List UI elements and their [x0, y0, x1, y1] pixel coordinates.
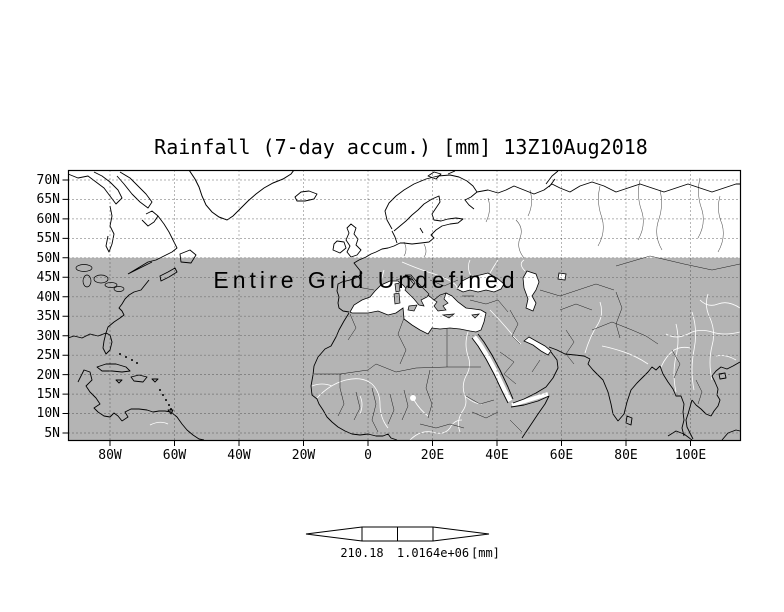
plot-frame — [67, 169, 742, 442]
lat-label: 15N — [37, 387, 60, 402]
lake-chad — [410, 395, 416, 401]
great-lakes — [75, 264, 125, 292]
country-borders — [314, 255, 741, 433]
lat-label: 50N — [37, 251, 60, 266]
gridlines-lat — [68, 179, 741, 434]
sicily — [407, 304, 418, 312]
lat-label: 65N — [37, 192, 60, 207]
lat-label: 55N — [37, 231, 60, 246]
colorbar: 210.18 1.0164e+06 [mm] — [305, 526, 500, 560]
gulf-of-aden — [511, 392, 549, 407]
aral-sea — [557, 272, 567, 281]
caspian-sea — [522, 270, 540, 312]
sardinia — [393, 292, 401, 305]
lon-label: 20E — [421, 448, 444, 463]
lon-label: 20W — [292, 448, 316, 463]
lon-axis: 80W 60W 40W 20W 0 20E 40E 60E 80E 100E — [98, 448, 706, 463]
lon-label: 40E — [485, 448, 508, 463]
lat-label: 5N — [44, 426, 60, 441]
inland-seas — [349, 270, 567, 356]
lon-ticks — [109, 440, 691, 446]
coastlines — [68, 170, 741, 441]
lat-label: 40N — [37, 290, 60, 305]
lat-label: 20N — [37, 368, 60, 383]
chart-title: Rainfall (7-day accum.) [mm] 13Z10Aug201… — [154, 135, 648, 159]
persian-gulf — [523, 336, 552, 356]
lat-label: 10N — [37, 406, 60, 421]
corsica — [394, 282, 401, 293]
red-sea — [472, 335, 513, 403]
colorbar-dividers — [361, 527, 434, 541]
mediterranean-sea — [349, 276, 487, 335]
rivers-south — [149, 259, 741, 441]
lon-label: 80E — [614, 448, 637, 463]
lon-label: 40W — [227, 448, 251, 463]
lon-label: 80W — [98, 448, 122, 463]
lat-label: 25N — [37, 348, 60, 363]
colorbar-tick-label: 1.0164e+06 — [397, 546, 469, 560]
greenland — [188, 170, 295, 221]
lat-label: 70N — [37, 173, 60, 188]
lat-ticks — [62, 179, 69, 434]
map-area: Entire Grid Undefined — [68, 170, 741, 441]
lon-label: 60E — [550, 448, 573, 463]
lat-label: 35N — [37, 309, 60, 324]
mediterranean-lands — [393, 274, 480, 319]
rivers-north — [403, 177, 724, 259]
greece — [433, 292, 449, 312]
lat-label: 45N — [37, 270, 60, 285]
lon-label: 0 — [364, 448, 372, 463]
italy — [404, 274, 430, 307]
lon-label: 60W — [163, 448, 187, 463]
undefined-grid-message: Entire Grid Undefined — [213, 267, 518, 293]
small-islands — [119, 353, 172, 410]
lat-label: 30N — [37, 329, 60, 344]
lat-label: 60N — [37, 212, 60, 227]
colorbar-unit-label: [mm] — [471, 546, 500, 560]
lon-label: 100E — [675, 448, 706, 463]
lat-axis: 70N 65N 60N 55N 50N 45N 40N 35N 30N 25N … — [37, 173, 60, 441]
colorbar-tick-label: 210.18 — [340, 546, 383, 560]
